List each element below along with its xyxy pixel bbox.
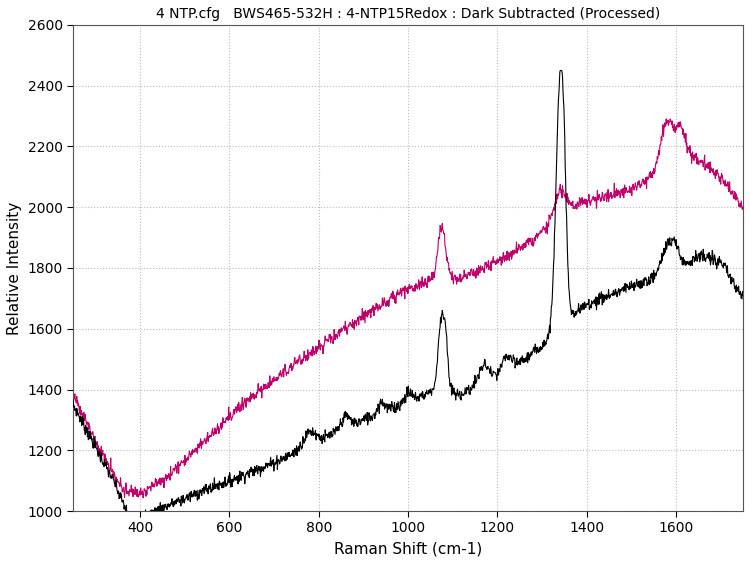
Y-axis label: Relative Intensity: Relative Intensity [7, 202, 22, 334]
X-axis label: Raman Shift (cm-1): Raman Shift (cm-1) [334, 541, 482, 556]
Title: 4 NTP.cfg   BWS465-532H : 4-NTP15Redox : Dark Subtracted (Processed): 4 NTP.cfg BWS465-532H : 4-NTP15Redox : D… [156, 7, 660, 21]
